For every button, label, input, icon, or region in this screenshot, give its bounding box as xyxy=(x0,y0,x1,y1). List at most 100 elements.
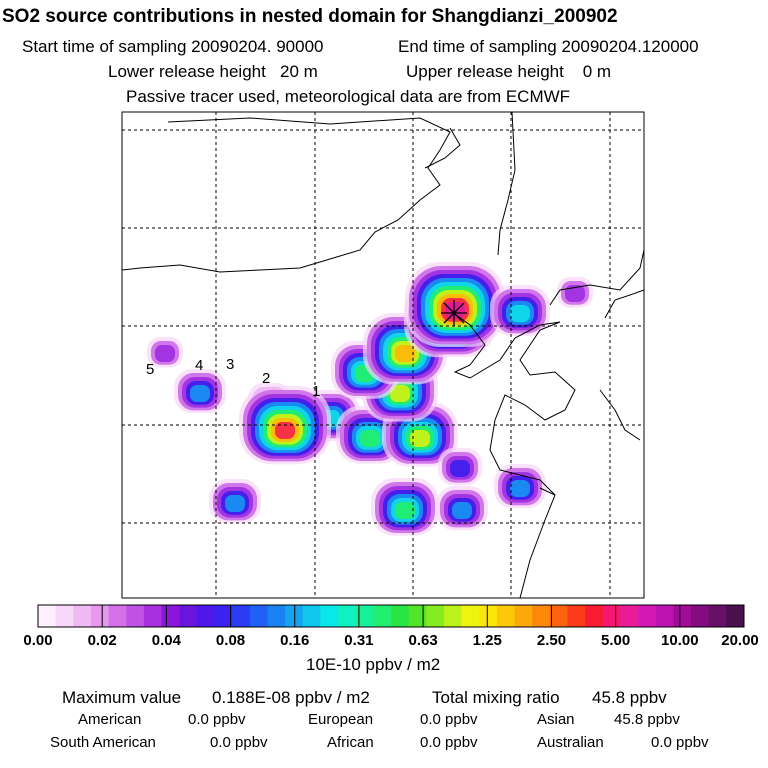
upper-release-label: Upper release height 0 m xyxy=(406,62,612,81)
colorbar-cell xyxy=(443,605,463,627)
region-asian-label: Asian xyxy=(537,711,575,728)
colorbar-cell xyxy=(249,605,268,627)
colorbar-cell xyxy=(373,605,392,627)
colorbar-tick-label: 20.00 xyxy=(721,632,759,649)
colorbar-tick-label: 0.04 xyxy=(151,632,181,649)
colorbar-tick-label: 10.00 xyxy=(661,632,699,649)
colorbar-cell xyxy=(408,605,427,627)
region-african-label: African xyxy=(327,734,374,751)
colorbar-cell xyxy=(355,605,374,627)
concentration-cell xyxy=(155,345,175,362)
colorbar-tick-label: 5.00 xyxy=(601,632,631,649)
map-gridlines xyxy=(122,112,644,598)
colorbar-cell xyxy=(496,605,516,627)
concentration-cell xyxy=(510,305,530,322)
concentration-cell xyxy=(275,422,295,439)
colorbar-cell xyxy=(461,605,480,627)
colorbar-cell xyxy=(108,605,127,627)
colorbar-cell xyxy=(549,605,568,627)
source-label-1: 1 xyxy=(312,383,321,400)
start-time-label: Start time of sampling 20090204. 90000 xyxy=(22,37,324,56)
region-american-label: American xyxy=(78,711,142,728)
region-south-american-value: 0.0 ppbv xyxy=(210,734,268,751)
region-american-value: 0.0 ppbv xyxy=(188,711,246,728)
max-value: 0.188E-08 ppbv / m2 xyxy=(212,688,370,707)
colorbar-cell xyxy=(514,605,533,627)
colorbar-tick-label: 2.50 xyxy=(536,632,567,649)
colorbar-cell xyxy=(726,605,745,627)
colorbar-cell xyxy=(179,605,198,627)
chart-title: SO2 source contributions in nested domai… xyxy=(2,6,618,27)
concentration-cell xyxy=(395,502,415,519)
colorbar-cell xyxy=(302,605,321,627)
colorbar-unit-label: 10E-10 ppbv / m2 xyxy=(306,655,441,674)
colorbar-cell xyxy=(585,605,604,627)
colorbar-tick-label: 0.31 xyxy=(344,632,374,649)
colorbar-cell xyxy=(638,605,657,627)
colorbar-tick-label: 1.25 xyxy=(472,632,502,649)
colorbar-cell xyxy=(602,605,621,627)
concentration-cell xyxy=(225,495,245,512)
colorbar-cell xyxy=(267,605,286,627)
colorbar-cell xyxy=(426,605,445,627)
colorbar-tick-label: 0.63 xyxy=(408,632,438,649)
colorbar-cell xyxy=(567,605,586,627)
colorbar-cell xyxy=(320,605,339,627)
colorbar-cell xyxy=(143,605,163,627)
colorbar-cell xyxy=(73,605,92,627)
concentration-cell xyxy=(565,285,585,302)
colorbar-cell xyxy=(38,605,57,627)
colorbar-cell xyxy=(620,605,639,627)
region-south-american-label: South American xyxy=(50,734,156,751)
region-european-value: 0.0 ppbv xyxy=(420,711,478,728)
region-european-label: European xyxy=(308,711,374,728)
colorbar-tick-label: 0.00 xyxy=(23,632,53,649)
tracer-note-label: Passive tracer used, meteorological data… xyxy=(126,87,571,106)
region-african-value: 0.0 ppbv xyxy=(420,734,478,751)
colorbar-frame xyxy=(37,604,745,628)
colorbar-tick-label: 0.02 xyxy=(87,632,117,649)
colorbar-cell xyxy=(161,605,180,627)
receptor-marker xyxy=(441,300,467,326)
colorbar-cell xyxy=(126,605,145,627)
colorbar-cell xyxy=(655,605,674,627)
map-frame xyxy=(121,111,645,599)
total-mixing-label: Total mixing ratio xyxy=(432,688,560,707)
colorbar-cell xyxy=(196,605,215,627)
colorbar-cell xyxy=(285,605,304,627)
source-label-5: 5 xyxy=(146,361,155,378)
concentration-cell xyxy=(390,385,410,402)
colorbar-cell xyxy=(391,605,410,627)
region-australian-value: 0.0 ppbv xyxy=(651,734,709,751)
concentration-cell xyxy=(395,345,415,362)
colorbar-cell xyxy=(708,605,727,627)
colorbar xyxy=(38,605,745,627)
source-label-2: 2 xyxy=(262,370,271,387)
colorbar-cell xyxy=(338,605,357,627)
concentration-cell xyxy=(190,385,210,402)
concentration-cell xyxy=(360,430,380,447)
concentration-cell xyxy=(510,480,530,497)
concentration-cell xyxy=(452,502,472,519)
colorbar-cell xyxy=(90,605,110,627)
colorbar-cell xyxy=(232,605,251,627)
colorbar-cell xyxy=(55,605,74,627)
concentration-cell xyxy=(410,430,430,447)
colorbar-cell xyxy=(214,605,233,627)
source-label-3: 3 xyxy=(226,356,235,373)
coastlines-borders xyxy=(122,112,644,598)
max-value-label: Maximum value xyxy=(62,688,182,707)
colorbar-cell xyxy=(673,605,692,627)
region-australian-label: Australian xyxy=(537,734,604,751)
colorbar-tick-label: 0.16 xyxy=(280,632,310,649)
colorbar-cell xyxy=(532,605,551,627)
concentration-layer xyxy=(147,262,593,536)
colorbar-cell xyxy=(691,605,710,627)
end-time-label: End time of sampling 20090204.120000 xyxy=(398,37,699,56)
colorbar-tick-label: 0.08 xyxy=(215,632,246,649)
source-label-4: 4 xyxy=(195,357,204,374)
total-mixing-value: 45.8 ppbv xyxy=(592,688,667,707)
lower-release-label: Lower release height 20 m xyxy=(108,62,318,81)
concentration-cell xyxy=(450,460,470,477)
